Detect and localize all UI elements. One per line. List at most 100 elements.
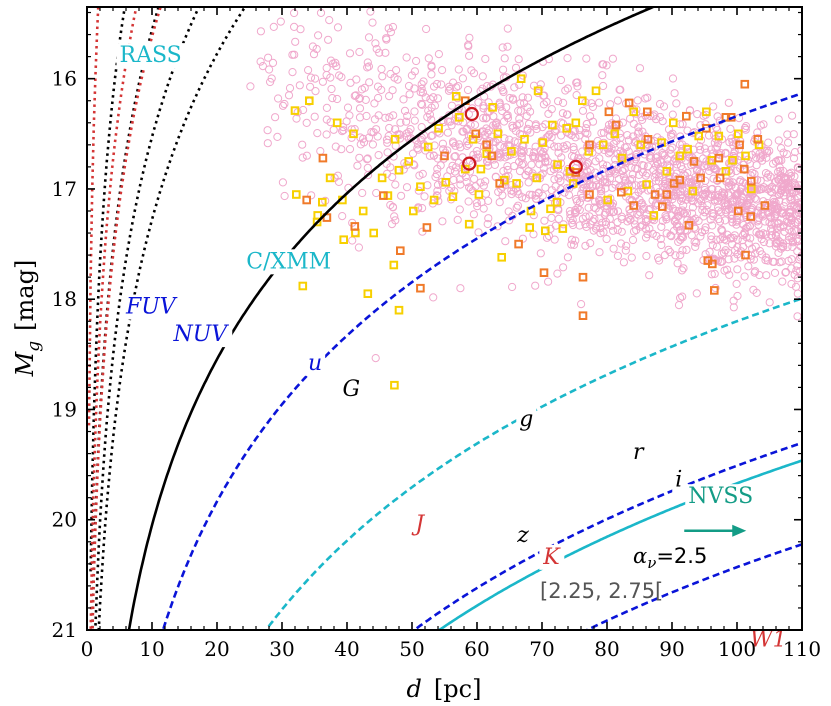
G-detected-point [710, 286, 719, 295]
sample-point [542, 97, 551, 107]
sample-point [403, 111, 412, 121]
curve-label-bg [122, 294, 181, 320]
sample-point [309, 50, 319, 59]
u-detected-point [441, 178, 451, 187]
sample-point [601, 175, 610, 184]
sample-point [527, 160, 536, 169]
G-detected-point [539, 268, 549, 277]
sample-point [520, 99, 529, 108]
sample-point [370, 99, 379, 108]
sample-point [582, 54, 591, 63]
sample-point [772, 177, 781, 186]
annotations: αν=2.5 [2.25, 2.75[ [540, 544, 707, 603]
u-detected-point [394, 305, 404, 315]
sample-point [515, 167, 525, 176]
sample-point [418, 100, 427, 109]
sample-point [757, 230, 766, 239]
sample-point [720, 235, 729, 244]
sample-point [657, 222, 666, 231]
sample-point [792, 266, 801, 275]
u-detected-point [409, 206, 418, 216]
sample-point [752, 288, 761, 297]
sample-point [429, 82, 439, 91]
u-detected-point [747, 184, 756, 194]
sample-point [732, 279, 741, 288]
sample-point [322, 70, 331, 80]
curve-label-bg [747, 627, 790, 653]
sample-point [459, 127, 468, 136]
sample-point [569, 143, 578, 152]
sample-point [280, 191, 289, 201]
sample-point [353, 161, 362, 170]
sample-point [407, 71, 416, 80]
sample-point [554, 142, 563, 151]
x-axis-symbol: d [407, 675, 422, 703]
sample-point [337, 145, 346, 154]
sample-point [679, 264, 688, 273]
sample-point [425, 151, 434, 160]
sample-point [707, 235, 716, 244]
sample-point [745, 159, 755, 168]
sample-point [368, 18, 377, 27]
u-detected-point [305, 96, 314, 106]
sample-point [699, 212, 708, 221]
curve-label-bg [243, 249, 335, 275]
u-detected-point [525, 223, 535, 232]
sample-point [716, 149, 726, 158]
u-detected-point [662, 167, 672, 176]
sample-point [375, 48, 384, 57]
sample-point [515, 114, 524, 123]
sample-point [438, 139, 447, 148]
detection-limit-curves [87, 7, 802, 630]
sample-point [280, 99, 289, 109]
y-axis-symbol: M [11, 350, 39, 377]
sample-point [304, 66, 313, 75]
sample-point [661, 177, 670, 186]
u-detected-point [488, 103, 497, 112]
sample-point [362, 111, 371, 121]
G-detected-point [416, 283, 425, 293]
sample-point [719, 248, 729, 257]
sample-point [327, 84, 336, 94]
sample-point [350, 125, 359, 134]
G-detected-point [714, 153, 724, 163]
sample-point [740, 229, 750, 238]
sample-point [288, 68, 297, 77]
sample-point [418, 204, 427, 213]
G-detected-point [658, 202, 667, 211]
sample-point [418, 169, 427, 178]
sample-point [256, 57, 265, 66]
sample-point [559, 263, 568, 272]
sample-point [424, 54, 433, 63]
sample-point [378, 72, 387, 81]
sample-point [677, 196, 686, 205]
sample-point [666, 248, 675, 257]
sample-point [655, 112, 665, 122]
sample-point [427, 62, 436, 71]
sample-point [679, 201, 688, 210]
sample-point [503, 162, 512, 171]
sample-point [677, 232, 687, 241]
sample-point [363, 155, 372, 164]
sample-point [559, 142, 568, 151]
sample-point [678, 246, 687, 255]
u-detected-point [546, 204, 555, 214]
sample-point [553, 269, 562, 278]
G-detected-point [350, 222, 360, 231]
sample-point [454, 65, 463, 74]
sample-point [290, 8, 299, 18]
limit-curve-w1 [87, 7, 100, 426]
sample-point [692, 289, 701, 298]
sample-point [507, 282, 517, 292]
limit-curve-r [94, 7, 201, 626]
sample-point [739, 242, 748, 251]
sample-point [524, 167, 533, 176]
sample-point [677, 266, 687, 275]
nvss-arrow-head [732, 524, 747, 537]
sample-point [400, 159, 409, 168]
sample-point [673, 259, 682, 268]
sample-point [582, 119, 592, 129]
sample-point [718, 227, 727, 236]
sample-point [682, 245, 691, 254]
sample-point [759, 237, 769, 247]
